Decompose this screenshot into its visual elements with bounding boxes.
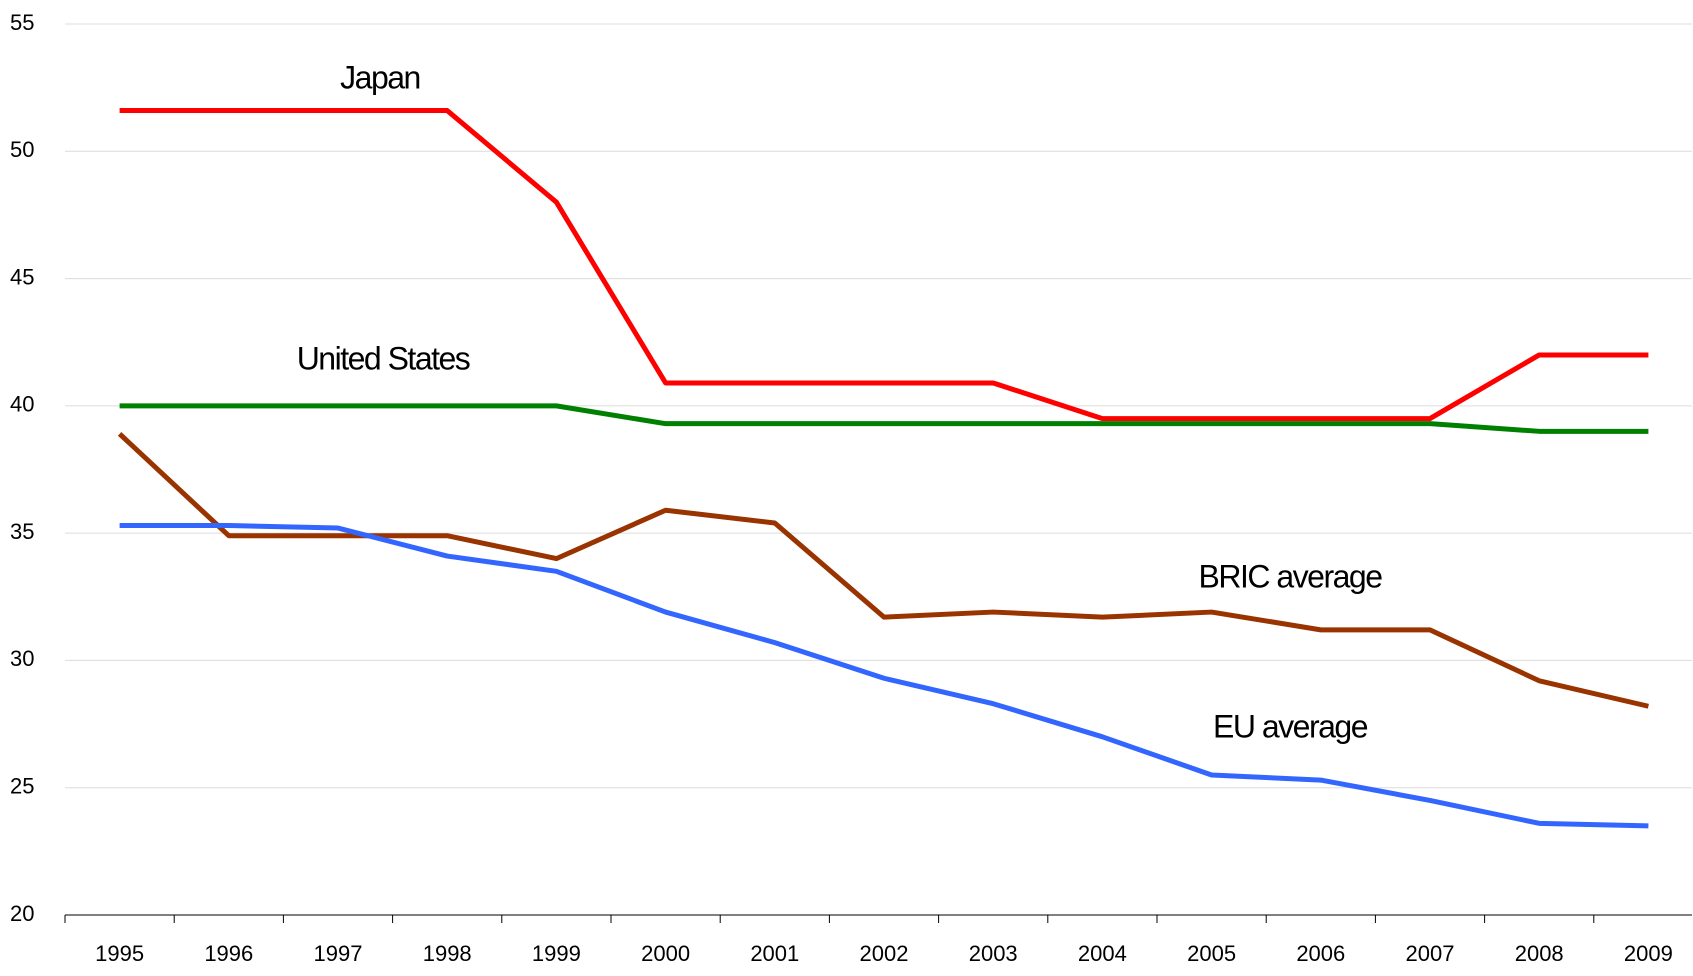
series-label: Japan <box>340 59 420 95</box>
series-label: EU average <box>1213 708 1368 744</box>
x-tick-label: 2006 <box>1296 941 1345 966</box>
series-label: BRIC average <box>1199 558 1383 594</box>
x-tick-label: 2005 <box>1187 941 1236 966</box>
x-tick-label: 2000 <box>641 941 690 966</box>
x-tick-label: 2004 <box>1078 941 1127 966</box>
series-line <box>117 432 1649 709</box>
y-tick-label: 55 <box>10 10 34 35</box>
x-tick-label: 2002 <box>860 941 909 966</box>
y-tick-label: 20 <box>10 901 34 926</box>
y-tick-label: 40 <box>10 392 34 417</box>
y-tick-label: 30 <box>10 646 34 671</box>
x-tick-label: 2008 <box>1515 941 1564 966</box>
x-tick-label: 1995 <box>95 941 144 966</box>
series-line <box>119 523 1649 829</box>
x-tick-label: 2003 <box>969 941 1018 966</box>
series-label: United States <box>297 340 470 376</box>
y-tick-label: 35 <box>10 519 34 544</box>
x-tick-label: 1997 <box>314 941 363 966</box>
x-tick-label: 1998 <box>423 941 472 966</box>
x-tick-label: 2007 <box>1406 941 1455 966</box>
x-tick-label: 1999 <box>532 941 581 966</box>
y-tick-label: 50 <box>10 137 34 162</box>
series-line <box>119 403 1649 434</box>
y-tick-label: 45 <box>10 264 34 289</box>
y-tick-label: 25 <box>10 774 34 799</box>
series-line <box>119 108 1649 422</box>
x-tick-label: 2001 <box>750 941 799 966</box>
x-tick-label: 2009 <box>1624 941 1673 966</box>
x-tick-label: 1996 <box>204 941 253 966</box>
